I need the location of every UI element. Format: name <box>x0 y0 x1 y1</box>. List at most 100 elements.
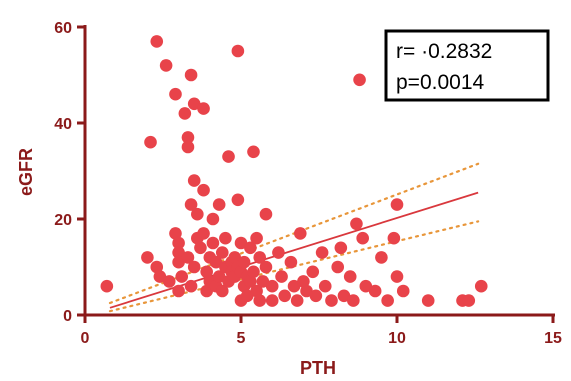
regression-line <box>109 191 479 309</box>
data-point <box>181 140 195 154</box>
data-point <box>228 251 242 264</box>
data-point <box>356 231 369 245</box>
data-point <box>150 35 164 48</box>
data-point <box>197 227 210 240</box>
data-point <box>259 207 273 221</box>
data-point <box>275 270 288 283</box>
data-point <box>244 241 257 255</box>
data-point <box>337 289 351 303</box>
data-point <box>240 289 254 303</box>
data-point <box>390 270 404 283</box>
data-point <box>215 284 229 298</box>
x-tick-label: 0 <box>81 330 90 347</box>
statistics-box-frame <box>384 29 550 102</box>
data-point <box>256 275 270 288</box>
data-point <box>169 87 182 101</box>
data-point <box>184 198 198 211</box>
data-point <box>343 270 357 283</box>
data-point <box>172 255 185 269</box>
data-point <box>300 284 313 298</box>
data-point <box>175 270 189 283</box>
data-point <box>219 231 232 245</box>
y-axis-title: eGFR <box>16 148 36 196</box>
data-point <box>287 279 301 293</box>
data-point <box>265 294 279 307</box>
regression-line-group <box>109 191 479 309</box>
data-point <box>387 231 401 245</box>
data-point <box>200 265 213 279</box>
data-point <box>222 150 235 163</box>
statistics-box: r= ·0.2832 p=0.0014 <box>384 29 550 102</box>
data-point <box>353 73 366 87</box>
data-point <box>150 260 164 274</box>
data-point <box>212 198 226 211</box>
data-point <box>462 294 476 307</box>
x-tick-label: 5 <box>237 330 246 347</box>
data-point <box>141 251 154 264</box>
data-point <box>231 44 245 58</box>
y-tick-label: 40 <box>54 116 72 133</box>
x-tick-label: 10 <box>388 330 406 347</box>
data-point <box>100 279 114 293</box>
data-point <box>297 275 310 288</box>
data-point <box>172 284 185 298</box>
data-point <box>396 284 410 298</box>
data-point <box>206 212 220 226</box>
data-point <box>200 284 213 298</box>
data-point <box>421 294 435 307</box>
data-point <box>191 207 204 221</box>
data-point <box>184 68 198 82</box>
data-point <box>350 217 363 231</box>
data-point <box>172 236 185 250</box>
data-point <box>272 246 285 259</box>
data-point <box>474 279 488 293</box>
y-tick-label: 60 <box>54 20 72 37</box>
y-tick-label: 20 <box>54 212 72 229</box>
data-point <box>184 279 198 293</box>
data-point <box>187 260 201 274</box>
data-point <box>197 102 210 115</box>
data-point <box>215 246 229 259</box>
data-point <box>247 145 260 159</box>
data-point <box>250 231 263 245</box>
data-point <box>206 236 220 250</box>
data-point <box>375 251 388 264</box>
data-point <box>187 97 201 111</box>
data-point <box>144 135 157 149</box>
data-point <box>250 284 263 298</box>
data-point <box>194 241 207 255</box>
data-point <box>181 131 195 144</box>
data-point <box>293 227 307 240</box>
data-point <box>231 193 245 207</box>
data-point <box>234 236 248 250</box>
data-point <box>331 260 345 274</box>
data-point <box>278 289 291 303</box>
data-point <box>381 294 394 307</box>
data-point <box>334 241 348 255</box>
data-point <box>390 198 404 211</box>
data-point <box>259 260 273 274</box>
p-value-text: p=0.0014 <box>396 71 484 94</box>
data-point <box>153 270 167 283</box>
data-point <box>306 265 320 279</box>
y-tick-label: 0 <box>63 308 72 325</box>
data-point <box>347 294 360 307</box>
data-point <box>169 227 182 240</box>
data-point <box>318 279 332 293</box>
data-point <box>172 246 185 259</box>
data-point <box>212 270 226 283</box>
data-point <box>315 246 329 259</box>
data-point <box>162 275 176 288</box>
data-point <box>197 183 210 197</box>
data-points-group <box>100 35 488 307</box>
data-point <box>247 265 260 279</box>
data-point <box>253 251 267 264</box>
data-point <box>237 255 251 269</box>
data-point <box>325 294 338 307</box>
data-point <box>309 289 323 303</box>
data-point <box>187 174 201 187</box>
x-tick-label: 15 <box>544 330 562 347</box>
data-point <box>284 255 298 269</box>
data-point <box>159 59 173 72</box>
data-point <box>209 255 223 269</box>
